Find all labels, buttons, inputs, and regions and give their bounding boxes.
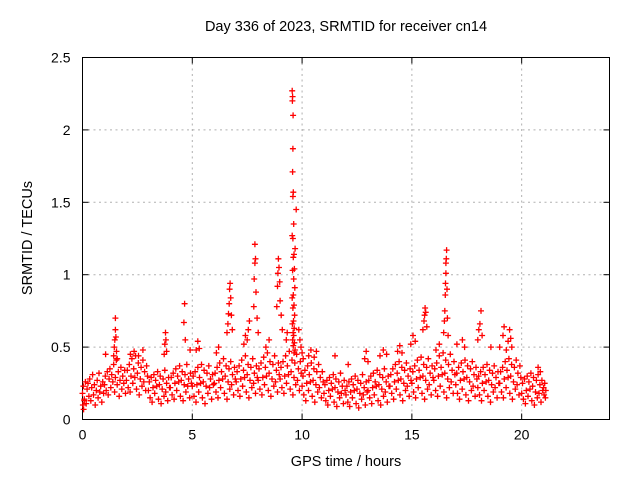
chart-title: Day 336 of 2023, SRMTID for receiver cn1…: [204, 19, 488, 35]
y-tick-label: 2: [63, 122, 71, 138]
x-tick-label: 10: [294, 427, 310, 443]
x-axis-title: GPS time / hours: [290, 454, 402, 470]
data-points: [79, 87, 549, 413]
y-tick-label: 2.5: [51, 50, 71, 66]
x-tick-label: 0: [79, 427, 87, 443]
y-tick-label: 1: [63, 267, 71, 283]
y-tick-label: 0.5: [51, 339, 71, 355]
y-tick-label: 1.5: [51, 194, 71, 210]
x-tick-label: 15: [404, 427, 420, 443]
y-axis-title: SRMTID / TECUs: [20, 180, 36, 296]
x-tick-label: 5: [188, 427, 196, 443]
y-tick-label: 0: [63, 412, 71, 428]
plot-border: [82, 57, 610, 420]
x-tick-label: 20: [514, 427, 530, 443]
